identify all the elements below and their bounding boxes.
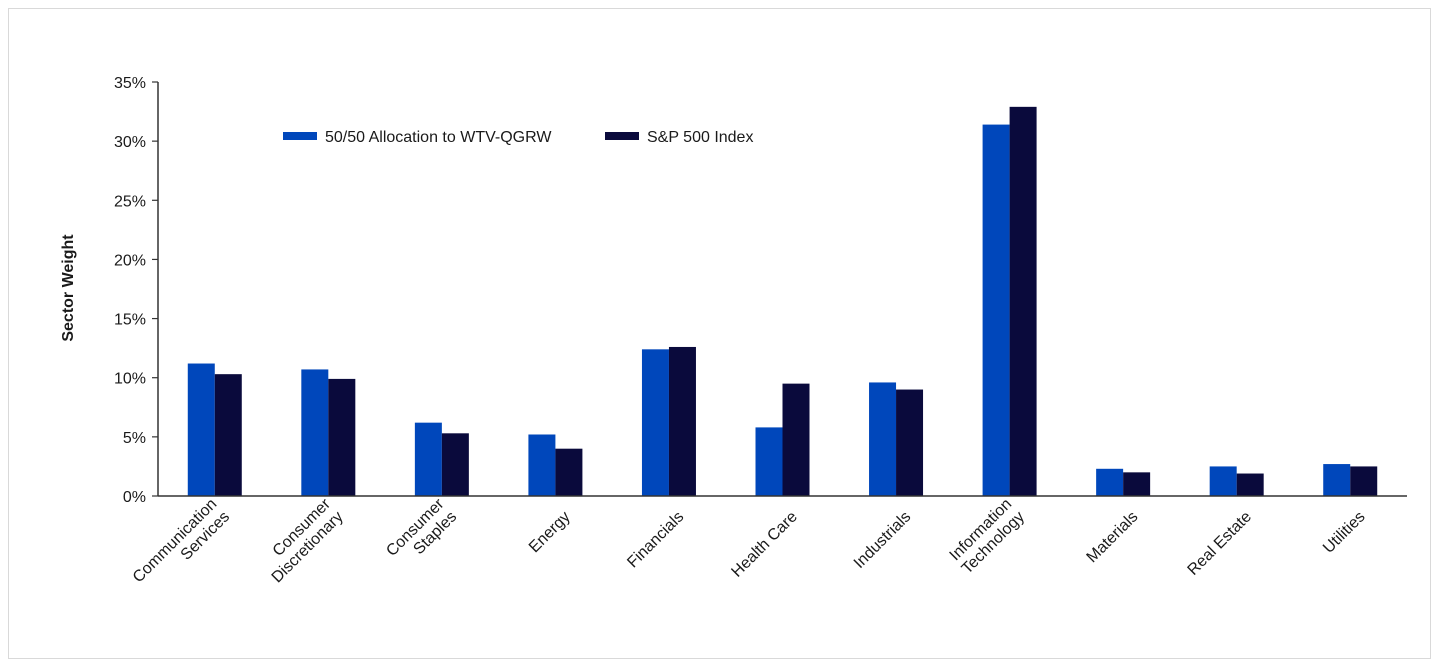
y-tick-label: 25%	[114, 193, 146, 210]
x-category-label: ConsumerDiscretionary	[256, 495, 347, 586]
bar-sp500	[555, 448, 583, 496]
x-category-label: Real Estate	[1185, 508, 1256, 579]
bar-allocation	[1209, 466, 1237, 496]
y-tick-label: 20%	[114, 252, 146, 269]
bar-allocation	[869, 382, 897, 496]
y-axis-ticks: 0% 5% 10% 15% 20% 25% 30% 35%	[114, 75, 158, 506]
x-category-label: Materials	[1084, 508, 1142, 566]
bar-sp500	[1236, 473, 1264, 496]
x-category-label: Utilities	[1320, 508, 1368, 556]
x-category-label: InformationTechnology	[946, 496, 1028, 578]
x-category-label: Industrials	[851, 508, 915, 572]
bar-sp500	[896, 389, 924, 496]
x-category-label: Health Care	[728, 508, 800, 580]
y-axis-title: Sector Weight	[60, 234, 77, 342]
bar-sp500	[214, 374, 242, 496]
bar-sp500	[782, 383, 810, 496]
x-category-label: CommunicationServices	[130, 496, 233, 599]
y-tick-label: 0%	[123, 489, 146, 506]
bar-sp500	[1009, 106, 1037, 496]
bar-sp500	[1123, 472, 1151, 496]
legend-label: S&P 500 Index	[647, 129, 753, 146]
x-axis-labels: CommunicationServices ConsumerDiscretiona…	[130, 495, 1369, 599]
bar-allocation	[1323, 464, 1351, 496]
bar-allocation	[1096, 468, 1124, 496]
bar-sp500	[668, 346, 696, 496]
bar-allocation	[301, 369, 329, 496]
bar-allocation	[982, 124, 1010, 496]
bar-sp500	[441, 433, 469, 496]
y-tick-label: 10%	[114, 371, 146, 388]
bar-allocation	[187, 363, 215, 496]
bar-allocation	[755, 427, 783, 496]
legend-swatch	[605, 132, 639, 140]
legend: 50/50 Allocation to WTV-QGRW S&P 500 Inde…	[283, 129, 753, 146]
legend-swatch	[283, 132, 317, 140]
x-category-label: Energy	[526, 508, 574, 556]
bar-allocation	[641, 349, 669, 496]
legend-label: 50/50 Allocation to WTV-QGRW	[325, 129, 552, 146]
bar-sp500	[1350, 466, 1378, 496]
y-tick-label: 35%	[114, 75, 146, 92]
x-category-label: Financials	[624, 508, 687, 571]
y-tick-label: 15%	[114, 312, 146, 329]
bar-sp500	[328, 378, 356, 496]
bar-allocation	[414, 422, 442, 496]
bar-allocation	[528, 434, 556, 496]
bars	[187, 106, 1378, 496]
y-tick-label: 30%	[114, 134, 146, 151]
y-tick-label: 5%	[123, 430, 146, 447]
chart-frame	[8, 8, 1431, 659]
x-category-label: ConsumerStaples	[383, 495, 460, 572]
